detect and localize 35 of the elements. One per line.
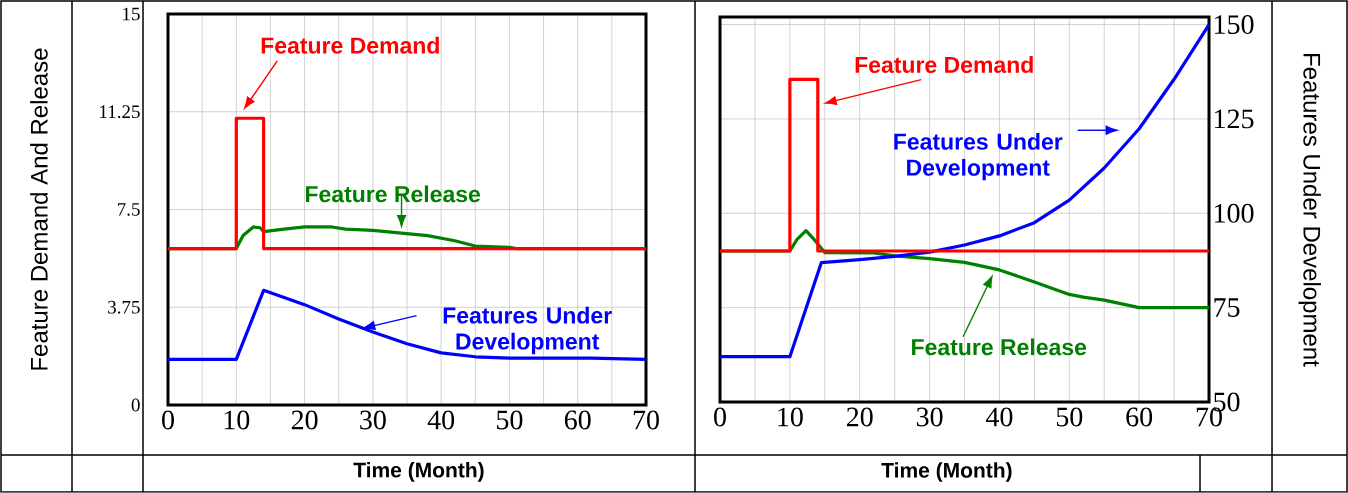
x-tick-label: 40 xyxy=(427,410,455,430)
x-axis-title: Time (Month) xyxy=(881,462,1012,482)
x-tick-label: 30 xyxy=(360,410,386,430)
y-tick-label: 0 xyxy=(131,398,140,412)
series-label: Features Under Development xyxy=(894,132,1063,181)
y-tick-label: 15 xyxy=(123,7,140,21)
x-tick-label: 60 xyxy=(564,410,591,430)
x-tick-label: 50 xyxy=(1056,407,1083,427)
x-tick-label: 0 xyxy=(162,410,174,430)
series-label: Feature Demand xyxy=(855,56,1033,73)
y-tick-label: 11.25 xyxy=(100,105,140,119)
y2-tick-label: 150 xyxy=(1215,15,1254,34)
x-tick-label: 70 xyxy=(633,410,659,430)
x-tick-label: 60 xyxy=(1126,407,1153,427)
y2-tick-label: 125 xyxy=(1215,109,1254,129)
x-axis-title: Time (Month) xyxy=(353,462,484,482)
x-tick-label: 20 xyxy=(291,410,318,430)
x-tick-label: 40 xyxy=(985,407,1013,427)
series-label: Feature Release xyxy=(305,185,481,203)
x-tick-label: 0 xyxy=(714,407,726,427)
text: Feature Demand xyxy=(261,36,439,54)
x-tick-label: 20 xyxy=(846,407,873,427)
legend-label: Features Under Development xyxy=(443,306,612,355)
y2-tick-label: 100 xyxy=(1215,203,1254,223)
legend-label: Feature Release xyxy=(912,338,1087,356)
x-tick-label: 10 xyxy=(224,410,250,430)
x-tick-label: 50 xyxy=(497,410,523,430)
x-tick-label: 30 xyxy=(916,407,943,427)
y2-tick-label: 75 xyxy=(1214,298,1240,317)
x-tick-label: 10 xyxy=(778,407,803,427)
line-series xyxy=(718,22,1211,359)
y2-axis-title: Features Under Development xyxy=(1298,54,1321,367)
y-axis-title: Feature Demand And Release xyxy=(30,48,48,370)
y-tick-label: 7.5 xyxy=(117,203,140,216)
y-tick-label: 3.75 xyxy=(108,300,140,314)
